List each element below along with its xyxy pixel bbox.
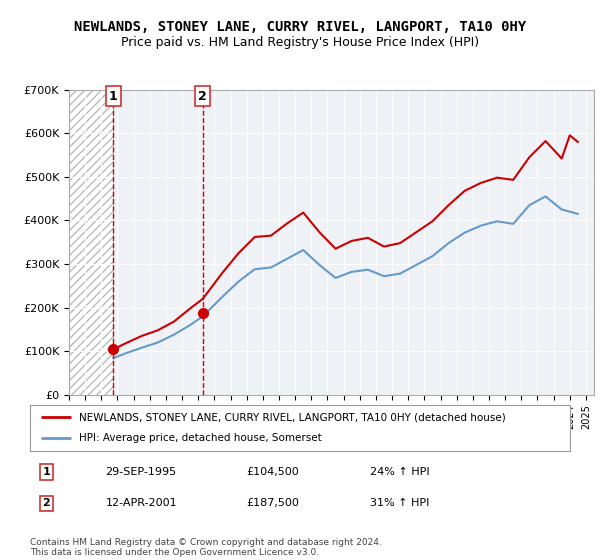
Text: 29-SEP-1995: 29-SEP-1995	[106, 467, 177, 477]
Text: HPI: Average price, detached house, Somerset: HPI: Average price, detached house, Some…	[79, 433, 322, 444]
Text: NEWLANDS, STONEY LANE, CURRY RIVEL, LANGPORT, TA10 0HY: NEWLANDS, STONEY LANE, CURRY RIVEL, LANG…	[74, 20, 526, 34]
Text: 2: 2	[43, 498, 50, 508]
Text: £104,500: £104,500	[246, 467, 299, 477]
Text: 2: 2	[199, 90, 207, 102]
Text: £187,500: £187,500	[246, 498, 299, 508]
Text: NEWLANDS, STONEY LANE, CURRY RIVEL, LANGPORT, TA10 0HY (detached house): NEWLANDS, STONEY LANE, CURRY RIVEL, LANG…	[79, 412, 505, 422]
Text: 1: 1	[109, 90, 118, 102]
Text: 1: 1	[43, 467, 50, 477]
FancyBboxPatch shape	[30, 405, 570, 451]
Bar	[69, 90, 113, 395]
Text: Price paid vs. HM Land Registry's House Price Index (HPI): Price paid vs. HM Land Registry's House …	[121, 36, 479, 49]
Text: 31% ↑ HPI: 31% ↑ HPI	[370, 498, 430, 508]
Text: 24% ↑ HPI: 24% ↑ HPI	[370, 467, 430, 477]
Text: 12-APR-2001: 12-APR-2001	[106, 498, 177, 508]
Text: Contains HM Land Registry data © Crown copyright and database right 2024.
This d: Contains HM Land Registry data © Crown c…	[30, 538, 382, 557]
